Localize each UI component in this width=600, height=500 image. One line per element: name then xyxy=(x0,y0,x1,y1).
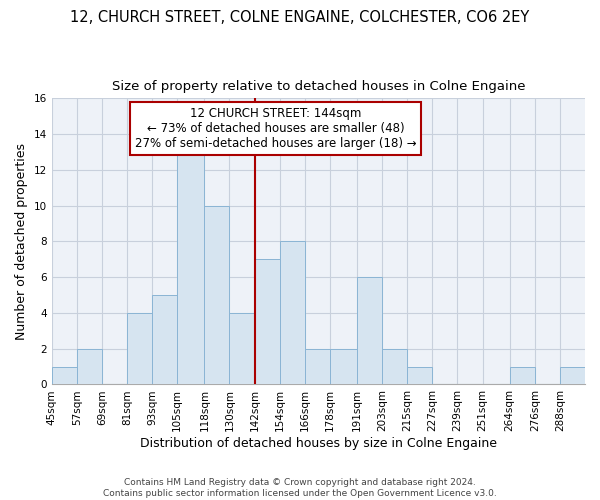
Bar xyxy=(510,366,535,384)
Bar xyxy=(52,366,77,384)
Bar xyxy=(152,295,177,384)
Bar xyxy=(205,206,229,384)
Bar xyxy=(407,366,433,384)
Text: Contains HM Land Registry data © Crown copyright and database right 2024.
Contai: Contains HM Land Registry data © Crown c… xyxy=(103,478,497,498)
X-axis label: Distribution of detached houses by size in Colne Engaine: Distribution of detached houses by size … xyxy=(140,437,497,450)
Bar xyxy=(357,277,382,384)
Text: 12, CHURCH STREET, COLNE ENGAINE, COLCHESTER, CO6 2EY: 12, CHURCH STREET, COLNE ENGAINE, COLCHE… xyxy=(70,10,530,25)
Bar xyxy=(560,366,585,384)
Bar xyxy=(280,242,305,384)
Bar xyxy=(305,348,330,384)
Text: 12 CHURCH STREET: 144sqm
← 73% of detached houses are smaller (48)
27% of semi-d: 12 CHURCH STREET: 144sqm ← 73% of detach… xyxy=(135,107,416,150)
Bar xyxy=(127,313,152,384)
Bar xyxy=(229,313,254,384)
Bar xyxy=(177,152,205,384)
Bar xyxy=(254,260,280,384)
Title: Size of property relative to detached houses in Colne Engaine: Size of property relative to detached ho… xyxy=(112,80,525,93)
Bar xyxy=(77,348,102,384)
Bar xyxy=(382,348,407,384)
Y-axis label: Number of detached properties: Number of detached properties xyxy=(15,143,28,340)
Bar xyxy=(330,348,357,384)
